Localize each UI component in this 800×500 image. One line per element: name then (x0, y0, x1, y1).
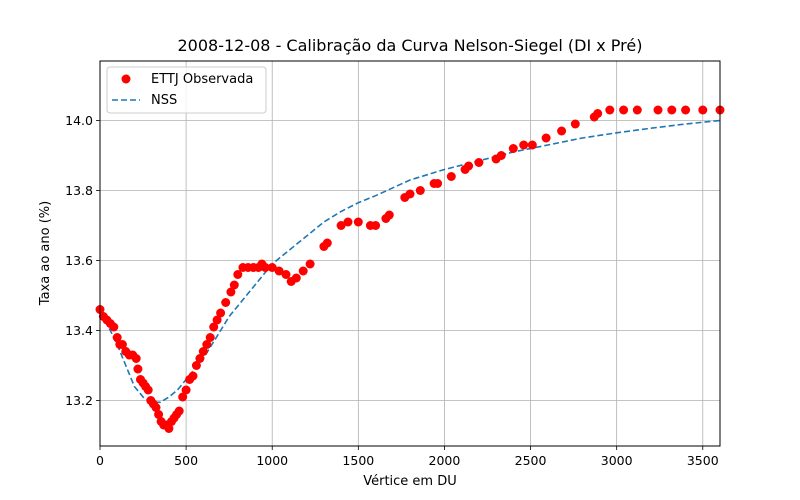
ettj-point (131, 354, 141, 363)
ettj-point (384, 210, 394, 220)
chart-title: 2008-12-08 - Calibração da Curva Nelson-… (178, 36, 643, 55)
ettj-point (541, 133, 551, 143)
y-tick-label: 13.4 (65, 323, 93, 338)
ettj-point (464, 161, 474, 171)
ettj-point (164, 424, 174, 433)
x-tick-label: 0 (96, 453, 104, 468)
ettj-point (570, 119, 580, 129)
ettj-point (371, 221, 381, 230)
x-tick-label: 2500 (515, 453, 547, 468)
ettj-point (274, 266, 284, 276)
x-axis-label: Vértice em DU (363, 474, 457, 489)
ettj-point (508, 144, 518, 153)
ettj-point (527, 140, 537, 150)
ettj-point (305, 259, 315, 269)
ettj-point (405, 189, 415, 199)
legend-label-nss: NSS (151, 93, 177, 108)
ettj-point (519, 140, 529, 150)
ettj-point (198, 347, 208, 356)
ettj-point (117, 340, 127, 349)
legend-marker-ettj (121, 74, 131, 84)
ettj-point (212, 315, 222, 325)
y-tick-label: 13.6 (65, 253, 93, 268)
x-tick-label: 500 (174, 453, 198, 468)
ettj-point (353, 217, 363, 227)
y-axis-label: Taxa ao ano (%) (38, 201, 53, 306)
ettj-point (143, 385, 153, 395)
ettj-point (557, 126, 567, 136)
ettj-point (474, 158, 484, 167)
ettj-point (181, 385, 191, 395)
scatter-points-layer (95, 105, 725, 433)
x-tick-label: 1000 (256, 453, 288, 468)
ettj-point (221, 298, 231, 307)
ettj-point (336, 221, 346, 230)
ettj-point (433, 179, 443, 188)
ettj-point (151, 403, 161, 412)
ettj-point (605, 105, 615, 115)
x-tick-label: 3500 (687, 453, 719, 468)
plot-frame (99, 60, 721, 447)
ettj-point (202, 340, 212, 349)
legend-label-ettj: ETTJ Observada (151, 72, 253, 87)
grid (99, 61, 720, 446)
ettj-point (260, 263, 270, 272)
ettj-point (619, 105, 629, 115)
y-tick-label: 13.2 (65, 393, 93, 408)
y-axis-ticks: 13.2 13.4 13.6 13.8 14.0 (65, 113, 100, 408)
ettj-point (632, 105, 642, 115)
ettj-point (191, 361, 201, 370)
ettj-point (698, 105, 708, 115)
y-tick-label: 13.8 (65, 183, 93, 198)
ettj-point (112, 333, 122, 342)
x-axis-ticks: 0 500 1000 1500 2000 2500 3000 3500 (96, 446, 719, 468)
legend: ETTJ Observada NSS (106, 66, 267, 114)
ettj-point (154, 410, 164, 419)
ettj-point (653, 105, 663, 115)
ettj-point (195, 354, 205, 363)
nss-curve (99, 119, 721, 404)
ettj-point (415, 186, 425, 195)
x-tick-label: 2000 (429, 453, 461, 468)
y-tick-label: 14.0 (65, 113, 93, 128)
ettj-point (281, 270, 291, 279)
ettj-point (322, 238, 332, 248)
ettj-point (188, 371, 198, 381)
nss-line-layer (99, 119, 721, 404)
ettj-point (267, 263, 277, 272)
ettj-point (298, 266, 308, 276)
ettj-point (133, 364, 143, 374)
ettj-point (496, 151, 506, 160)
ettj-point (343, 217, 353, 227)
ettj-point (667, 105, 677, 115)
ettj-point (205, 333, 215, 342)
ettj-point (291, 273, 301, 283)
ettj-point (593, 109, 603, 118)
ettj-point (209, 322, 219, 332)
ettj-point (216, 308, 226, 318)
legend-box (106, 66, 267, 114)
ettj-point (174, 406, 184, 416)
ettj-point (446, 172, 456, 181)
ettj-point (681, 105, 691, 115)
ettj-point (226, 287, 236, 297)
x-tick-label: 3000 (601, 453, 633, 468)
ettj-point (109, 322, 119, 332)
x-tick-label: 1500 (342, 453, 374, 468)
ettj-point (178, 392, 188, 402)
ettj-point (229, 280, 239, 290)
ettj-point (233, 270, 243, 279)
